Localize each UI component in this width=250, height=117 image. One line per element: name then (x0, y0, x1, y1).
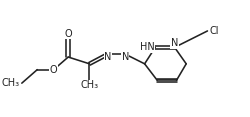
Text: CH₃: CH₃ (2, 78, 20, 88)
Text: O: O (64, 29, 72, 39)
Text: N: N (170, 38, 177, 48)
Text: CH₃: CH₃ (80, 80, 98, 90)
Text: N: N (121, 52, 128, 62)
Text: HN: HN (139, 42, 154, 52)
Text: Cl: Cl (208, 26, 218, 36)
Text: O: O (50, 65, 57, 75)
Text: N: N (104, 52, 111, 62)
